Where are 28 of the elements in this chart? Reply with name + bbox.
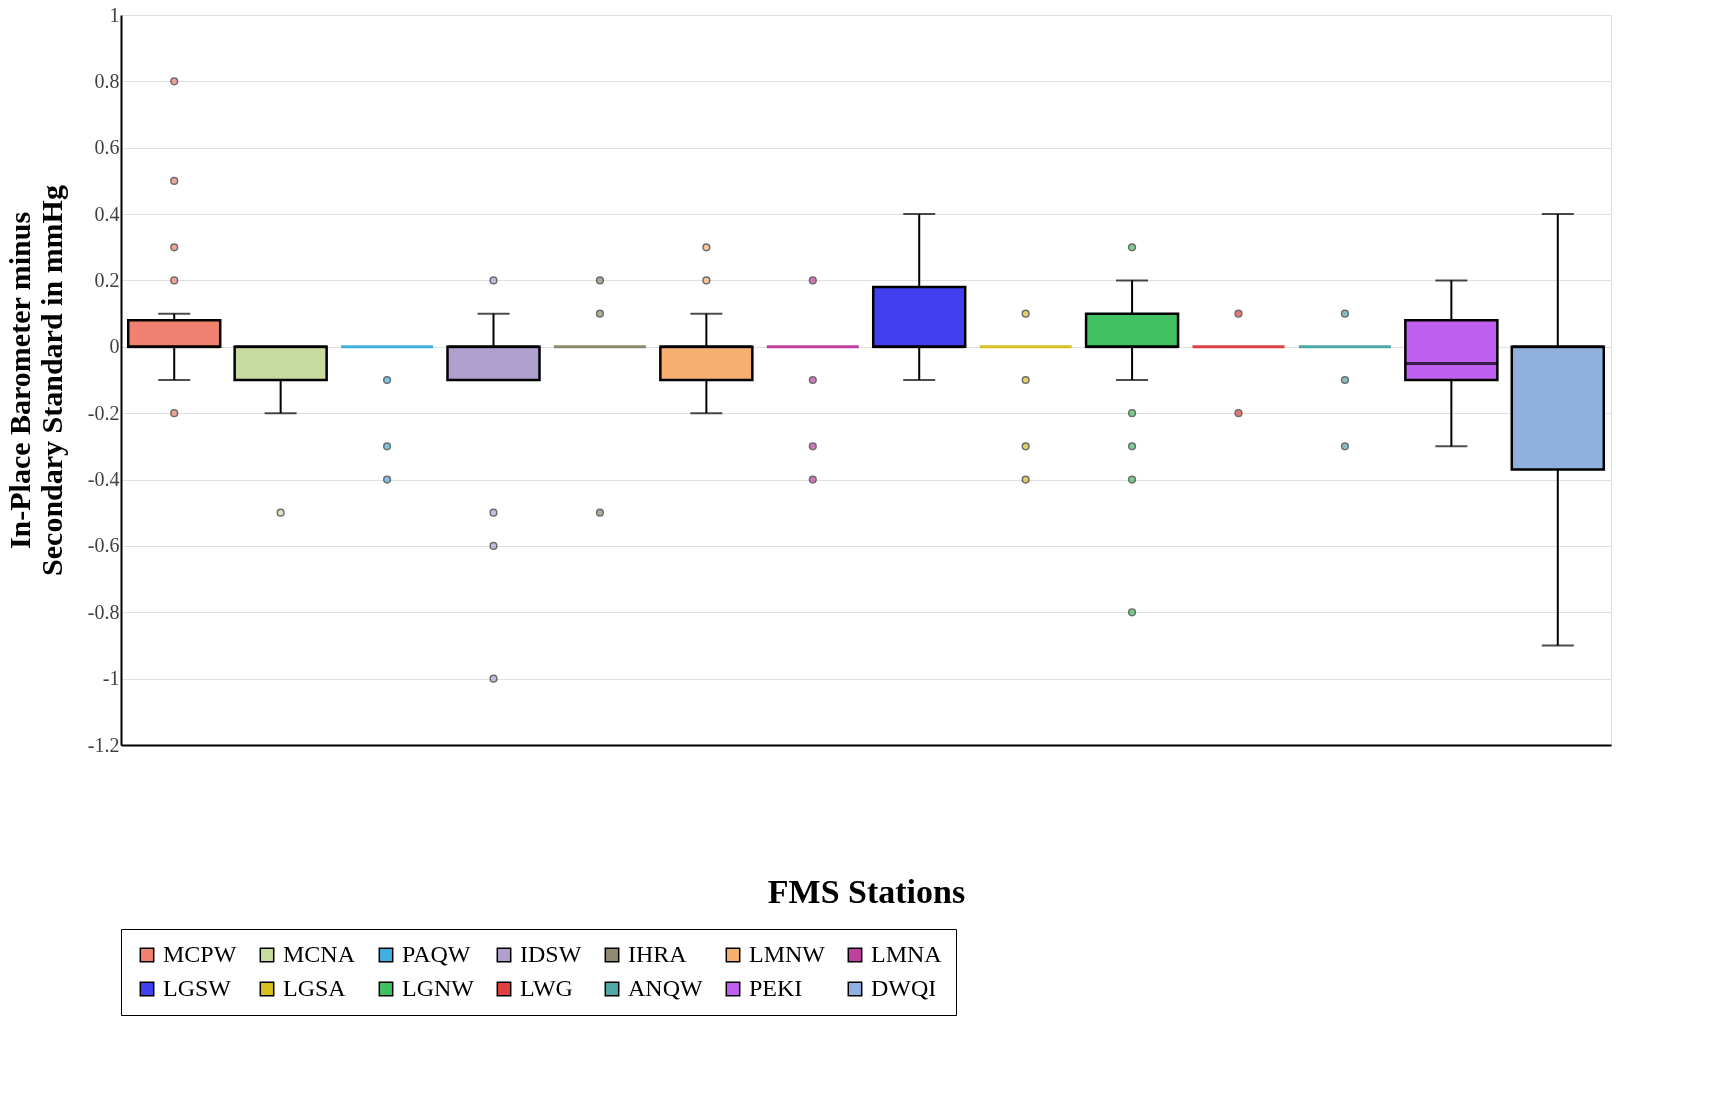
y-tick-label: -0.4: [87, 468, 120, 491]
legend-label: LMNW: [749, 941, 826, 967]
y-tick-label: -0.2: [87, 401, 120, 424]
legend-label: LMNA: [871, 941, 943, 967]
y-tick-label: -1: [102, 667, 120, 690]
y-tick-label: 0.8: [94, 69, 120, 92]
legend-label: MCNA: [283, 941, 356, 967]
y-tick-label: -1.2: [87, 733, 120, 756]
x-axis-title: FMS Stations: [767, 872, 966, 910]
legend-label: IHRA: [628, 941, 688, 967]
legend-label: ANQW: [628, 975, 703, 1001]
legend-label: PEKI: [749, 975, 803, 1001]
legend-label: LGSA: [283, 975, 347, 1001]
legend-label: IDSW: [520, 941, 582, 967]
y-tick-label: 0.4: [94, 202, 120, 225]
legend-label: LGSW: [163, 975, 232, 1001]
legend-label: DWQI: [871, 975, 937, 1001]
legend-label: LWG: [520, 975, 573, 1001]
y-axis-title: In-Place Barometer minus Secondary Standard in mmHg: [2, 185, 68, 576]
y-tick-label: 0.2: [94, 268, 120, 291]
y-tick-label: -0.8: [87, 600, 120, 623]
y-tick-label: 1: [109, 3, 120, 26]
y-tick-label: 0: [109, 335, 120, 358]
y-tick-label: 0.6: [94, 136, 120, 159]
legend-label: LGNW: [402, 975, 475, 1001]
y-tick-label: -0.6: [87, 534, 120, 557]
legend-label: PAQW: [402, 941, 471, 967]
legend-label: MCPW: [163, 941, 237, 967]
